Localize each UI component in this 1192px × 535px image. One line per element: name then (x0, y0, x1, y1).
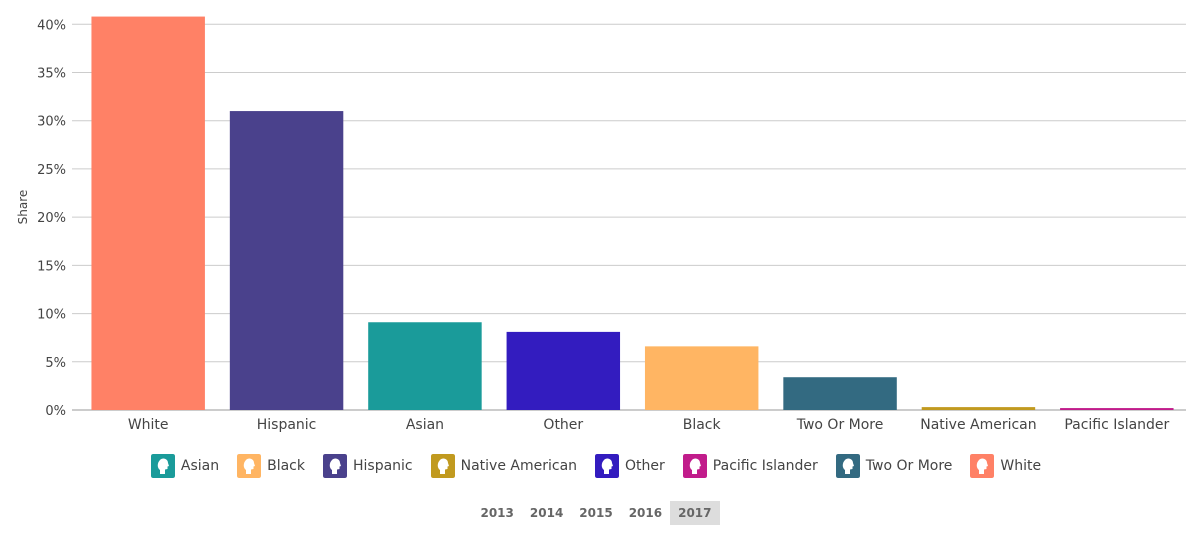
y-axis-label: Share (16, 190, 30, 225)
y-tick-label: 10% (37, 308, 66, 323)
legend-label: Asian (180, 458, 220, 474)
y-tick-label: 0% (45, 404, 66, 419)
legend-label: Pacific Islander (712, 458, 818, 474)
bar (644, 346, 759, 410)
legend-label: White (1000, 458, 1042, 474)
legend-item[interactable]: Asian (150, 454, 220, 478)
year-button[interactable]: 2014 (529, 506, 564, 520)
legend-swatch (150, 454, 175, 478)
x-tick-label: Pacific Islander (1064, 417, 1169, 433)
x-tick-label: Two Or More (796, 417, 884, 433)
legend-swatch (970, 454, 995, 478)
legend-item[interactable]: Hispanic (322, 454, 413, 478)
bar (91, 16, 205, 410)
year-button[interactable]: 2013 (480, 506, 514, 520)
x-tick-label: Asian (406, 417, 444, 433)
legend-label: Other (625, 458, 665, 474)
chart: Share 0% 5% 10% 15% 20% 25% 30% 35% 40% White Hisp… (16, 16, 1186, 433)
legend-swatch (237, 454, 262, 478)
legend-swatch (682, 454, 707, 478)
bar (1060, 408, 1174, 410)
legend-item[interactable]: Pacific Islander (682, 454, 818, 478)
legend-icon (157, 458, 169, 474)
bar (783, 377, 897, 410)
x-tick-label: Native American (920, 417, 1036, 433)
legend-icon (601, 458, 614, 474)
year-selector: 2013 2014 2015 2016 2017 (0, 501, 1192, 525)
legend-icon (437, 458, 449, 474)
legend-label: Native American (460, 458, 578, 474)
legend-item[interactable]: White (970, 454, 1041, 478)
legend: Asian Black Hispanic Native American Other Pa… (0, 454, 1192, 478)
legend-item[interactable]: Other (595, 454, 665, 478)
legend-swatch (835, 454, 860, 478)
bar (229, 111, 344, 411)
legend-icon (243, 458, 256, 474)
y-tick-label: 5% (45, 356, 66, 371)
year-button[interactable]: 2016 (628, 506, 663, 520)
legend-label: Black (267, 458, 305, 474)
x-tick-label: Other (543, 417, 583, 433)
bar (921, 407, 1036, 410)
legend-item[interactable]: Black (237, 454, 305, 478)
y-tick-label: 40% (37, 18, 66, 33)
x-tick-label: Black (683, 417, 722, 433)
legend-swatch (322, 454, 347, 478)
legend-item[interactable]: Two Or More (835, 454, 953, 478)
x-tick-label: White (128, 417, 169, 433)
bar (368, 322, 482, 410)
legend-icon (842, 458, 854, 474)
y-tick-label: 25% (37, 163, 66, 178)
y-tick-label: 35% (37, 67, 66, 82)
legend-swatch (430, 454, 455, 478)
legend-swatch (595, 454, 620, 478)
bar (506, 331, 621, 410)
legend-label: Hispanic (352, 458, 413, 474)
y-tick-label: 15% (37, 259, 66, 274)
year-button[interactable]: 2017 (670, 501, 720, 525)
legend-icon (329, 458, 341, 474)
legend-icon (689, 458, 701, 474)
legend-label: Two Or More (865, 458, 953, 474)
y-tick-label: 30% (37, 115, 66, 130)
x-tick-label: Hispanic (257, 417, 317, 433)
legend-item[interactable]: Native American (430, 454, 578, 478)
y-tick-label: 20% (37, 211, 66, 226)
year-button[interactable]: 2015 (579, 506, 613, 520)
legend-icon (977, 458, 989, 474)
